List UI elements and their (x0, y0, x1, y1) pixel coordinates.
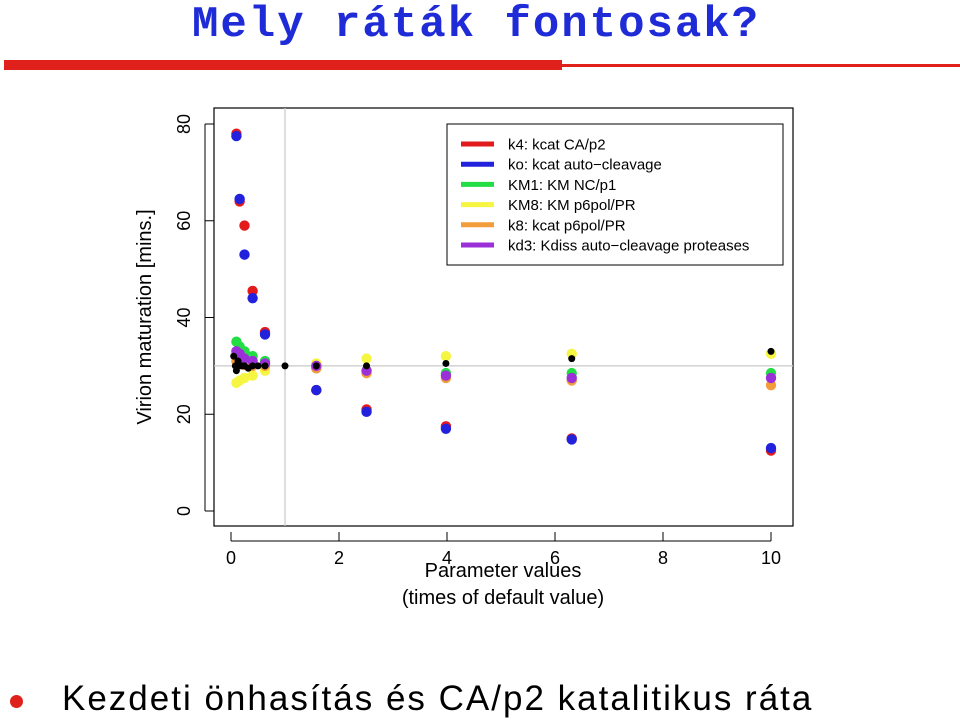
x-tick-label: 4 (442, 548, 452, 568)
x-tick-label: 6 (550, 548, 560, 568)
data-point-series-1 (247, 285, 258, 297)
data-point-series-7 (363, 362, 371, 370)
y-axis-label: Virion maturation [mins.] (134, 209, 156, 424)
x-axis-label: (times of default value) (402, 587, 604, 609)
data-point-series-7 (767, 347, 775, 355)
slide-title: Mely ráták fontosak? (192, 0, 761, 50)
legend-label: k4: kcat CA/p2 (508, 137, 606, 154)
y-tick-label: 20 (174, 404, 194, 424)
data-point-series-6 (765, 372, 777, 384)
data-point-series-7 (230, 352, 238, 360)
data-point-series-2 (259, 329, 271, 340)
data-point-series-7 (249, 362, 257, 370)
data-point-series-4 (361, 353, 372, 364)
data-point-series-2 (234, 193, 245, 205)
data-point-series-2 (247, 292, 258, 304)
y-tick-label: 60 (174, 211, 194, 231)
legend-label: KM1: KM NC/p1 (508, 177, 616, 194)
x-tick-label: 2 (334, 548, 344, 568)
x-tick-label: 0 (226, 548, 236, 568)
data-point-series-7 (312, 362, 320, 370)
data-point-series-6 (566, 372, 577, 384)
data-point-series-2 (361, 406, 372, 418)
y-tick-label: 40 (174, 307, 194, 327)
data-point-series-7 (442, 359, 450, 367)
data-point-series-7 (568, 355, 576, 363)
data-point-series-6 (440, 370, 452, 381)
bullet-text: Kezdeti önhasítás és CA/p2 katalitikus r… (62, 679, 814, 718)
legend-label: KM8: KM p6pol/PR (508, 197, 636, 214)
data-point-series-2 (311, 384, 322, 396)
data-point-series-7 (261, 362, 269, 370)
legend-label: k8: kcat p6pol/PR (508, 217, 626, 234)
x-axis-label: Parameter values (425, 560, 582, 582)
data-point-series-2 (440, 423, 452, 434)
title-underline-thick (4, 60, 562, 70)
x-tick-label: 8 (658, 548, 668, 568)
data-point-series-2 (239, 249, 250, 260)
data-point-series-2 (765, 442, 777, 454)
title-underline-thin (562, 64, 960, 67)
data-point-series-5 (765, 380, 777, 391)
data-point-series-6 (239, 353, 250, 364)
bullet-point-icon (10, 695, 23, 708)
data-point-series-1 (239, 220, 250, 231)
legend-label: ko: kcat auto−cleavage (508, 157, 662, 174)
y-tick-label: 80 (174, 114, 194, 134)
data-point-series-7 (281, 362, 289, 370)
y-tick-label: 0 (174, 506, 194, 516)
data-point-series-7 (254, 362, 262, 370)
legend-box (446, 123, 784, 266)
data-point-series-2 (231, 130, 242, 142)
title-underline-bar (0, 58, 960, 72)
data-point-series-4 (440, 351, 452, 362)
data-point-series-4 (247, 370, 258, 381)
data-point-series-2 (566, 434, 577, 445)
data-point-series-4 (239, 372, 250, 384)
x-tick-label: 10 (761, 548, 781, 568)
legend-label: kd3: Kdiss auto−cleavage proteases (508, 238, 749, 255)
